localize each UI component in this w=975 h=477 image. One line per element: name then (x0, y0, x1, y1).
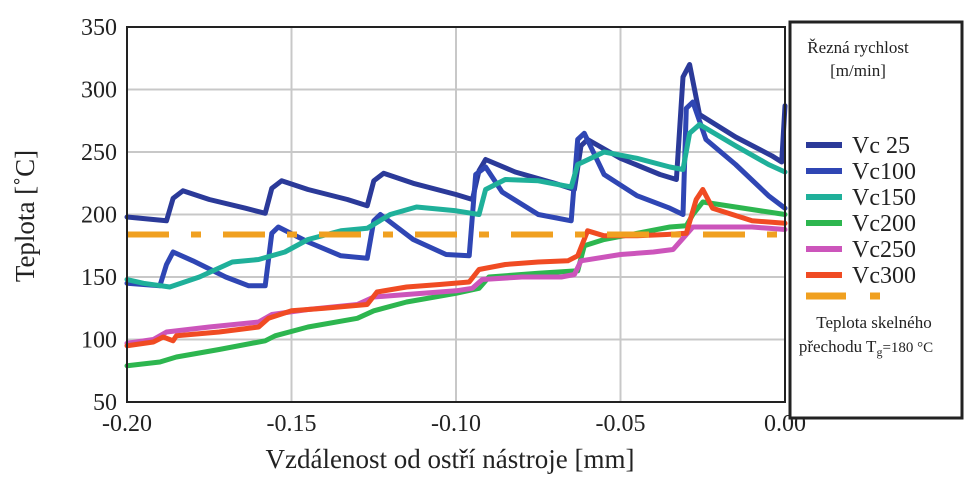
y-tick-label: 100 (81, 328, 117, 354)
y-tick-label: 200 (81, 203, 117, 229)
x-axis-label: Vzdálenost od ostří nástroje [mm] (266, 444, 635, 474)
series-line-4 (124, 224, 788, 346)
tick-labels: 50 100 150 200 250 300 350 -0.20 -0.15 -0.10 -0.05… (81, 15, 806, 437)
x-tick-label: -0.10 (431, 411, 481, 437)
legend-title-line-1: Řezná rychlost (807, 38, 909, 57)
series-line-1 (124, 99, 788, 289)
y-tick-label: 350 (81, 15, 117, 41)
series-lines (124, 62, 788, 369)
y-tick-label: 250 (81, 140, 117, 166)
legend-label: Vc 25 (852, 133, 910, 159)
x-tick-label: -0.20 (102, 411, 152, 437)
legend-label: Vc250 (852, 237, 916, 263)
y-axis-label: Teplota [˚C] (10, 150, 40, 282)
y-tick-label: 50 (93, 390, 117, 416)
legend-label: Vc100 (852, 159, 916, 185)
plot-frame (126, 26, 786, 403)
glass-label-prefix: přechodu T (799, 337, 877, 356)
x-tick-label: -0.05 (596, 411, 646, 437)
legend-label: Vc200 (852, 211, 916, 237)
legend-title-line-2: [m/min] (830, 61, 886, 80)
glass-label-value: =180 °C (882, 340, 933, 356)
legend-label: Vc150 (852, 185, 916, 211)
series-line-5 (124, 187, 788, 349)
y-tick-label: 150 (81, 265, 117, 291)
glass-label-subscript: g (876, 345, 882, 359)
y-tick-label: 300 (81, 78, 117, 104)
glass-label-line-1: Teplota skelného (816, 313, 931, 332)
x-tick-label: -0.15 (267, 411, 317, 437)
legend-label: Vc300 (852, 263, 916, 289)
series-line-2 (124, 122, 788, 290)
glass-label-line-2: přechodu Tg=180 °C (799, 337, 933, 359)
